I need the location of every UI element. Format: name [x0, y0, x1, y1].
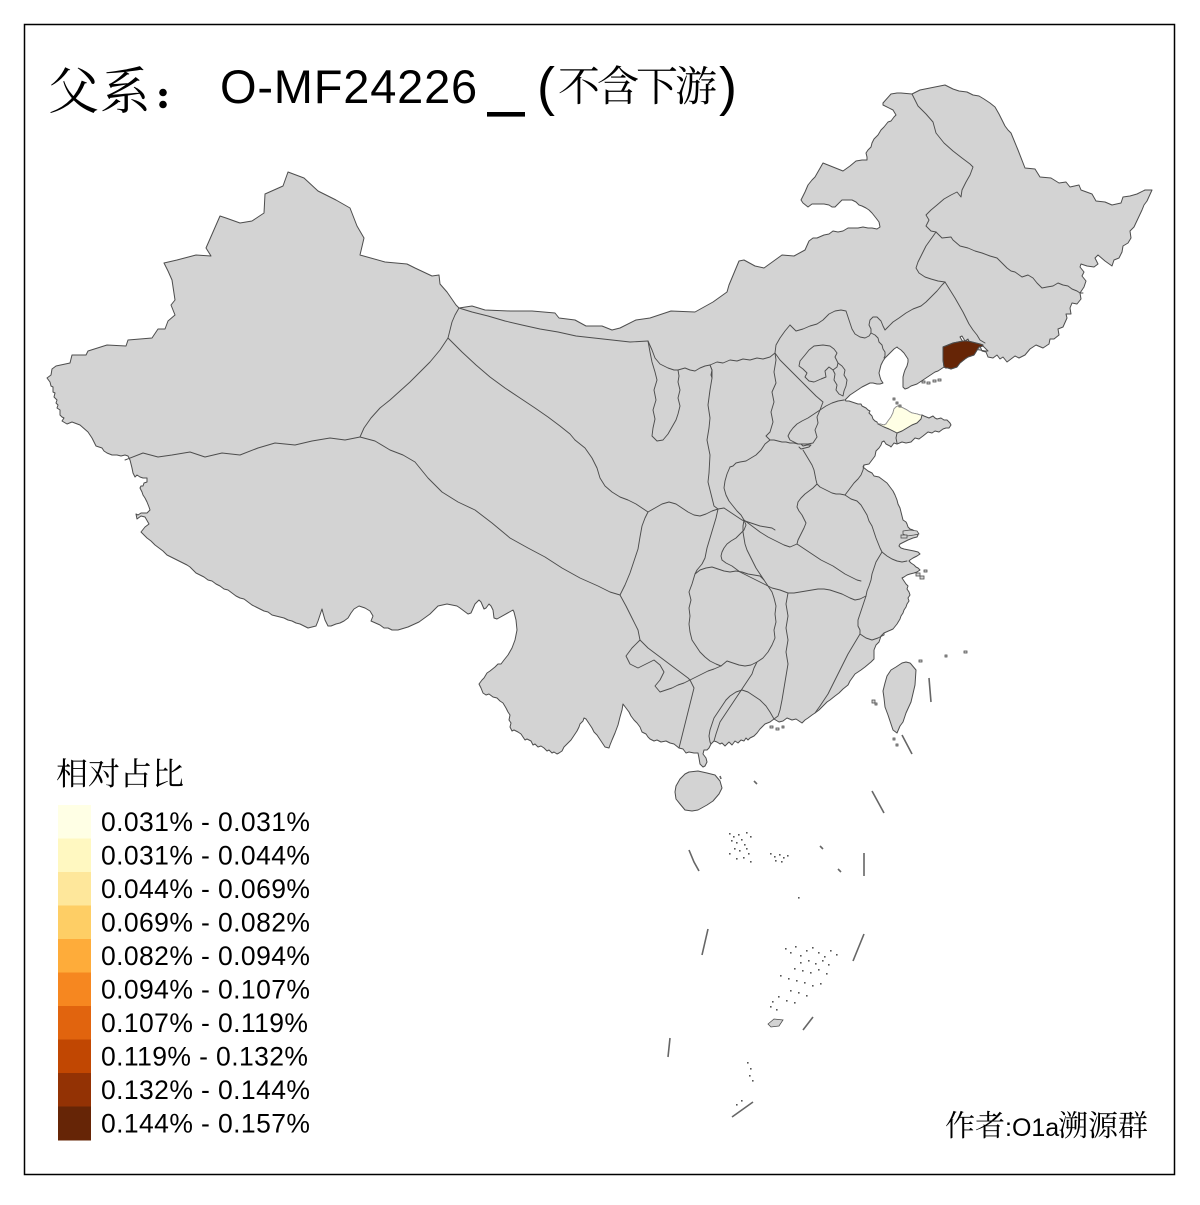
svg-text:): ) — [719, 57, 737, 117]
svg-text:0.031% - 0.031%: 0.031% - 0.031% — [101, 807, 310, 837]
svg-text:O-MF24226: O-MF24226 — [220, 60, 478, 113]
svg-text:0.031% - 0.044%: 0.031% - 0.044% — [101, 841, 310, 871]
svg-text:0.069% - 0.082%: 0.069% - 0.082% — [101, 908, 310, 938]
svg-text:0.094% - 0.107%: 0.094% - 0.107% — [101, 975, 310, 1005]
svg-text:0.119% - 0.132%: 0.119% - 0.132% — [101, 1042, 308, 1072]
svg-text:0.044% - 0.069%: 0.044% - 0.069% — [101, 874, 310, 904]
svg-text:0.082% - 0.094%: 0.082% - 0.094% — [101, 941, 310, 971]
svg-text:0.132% - 0.144%: 0.132% - 0.144% — [101, 1075, 310, 1105]
svg-text:(: ( — [537, 57, 555, 117]
svg-text:0.107% - 0.119%: 0.107% - 0.119% — [101, 1008, 308, 1038]
svg-text::O1a: :O1a — [1005, 1114, 1059, 1142]
svg-text:0.144% - 0.157%: 0.144% - 0.157% — [101, 1109, 310, 1139]
